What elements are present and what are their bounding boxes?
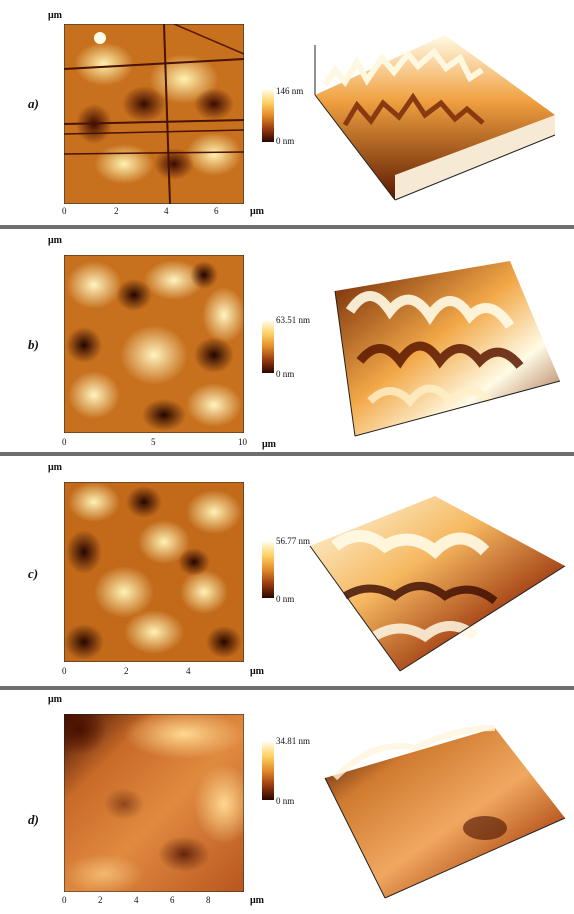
panel-c-colorbar	[262, 542, 274, 598]
panel-c-colorbar-min: 0 nm	[276, 594, 295, 604]
panel-c-colorbar-max: 56.77 nm	[276, 536, 311, 546]
panel-b-3d-surface-view	[334, 261, 561, 437]
panel-a-afm-height-map	[64, 24, 244, 204]
panel-d-3d-surface-view	[324, 725, 566, 899]
x-tick: 5	[151, 437, 156, 447]
panel-b-y-unit: μm	[48, 235, 62, 246]
panel-c-label: c)	[28, 566, 39, 581]
x-tick: 4	[164, 206, 169, 216]
panel-c-3d-surface-view	[309, 496, 566, 672]
panel-b: μm b) 0 5 10 μm 63.51 nm 0 nm	[0, 229, 574, 452]
panel-a-colorbar	[262, 90, 274, 142]
x-tick: 0	[62, 206, 67, 216]
panel-a-label: a)	[28, 96, 39, 111]
panel-separator	[0, 686, 574, 690]
panel-a-colorbar-min: 0 nm	[276, 136, 295, 146]
panel-b-x-unit: μm	[262, 439, 276, 450]
panel-b-colorbar-min: 0 nm	[276, 369, 295, 379]
x-tick: 2	[114, 206, 119, 216]
x-tick: 6	[170, 895, 175, 905]
panel-b-afm-height-map	[64, 255, 244, 433]
panel-b-colorbar-max: 63.51 nm	[276, 315, 311, 325]
x-tick: 0	[62, 895, 67, 905]
x-tick: 2	[124, 666, 129, 676]
panel-c-x-unit: μm	[250, 666, 264, 677]
panel-d-afm-height-map	[64, 714, 244, 892]
panel-d-colorbar-min: 0 nm	[276, 796, 295, 806]
panel-d: μm d) 0 2 4 6 8 μm 34.81 nm 0 nm	[0, 690, 574, 914]
panel-separator	[0, 225, 574, 229]
panel-d-y-unit: μm	[48, 694, 62, 705]
panel-b-colorbar	[262, 321, 274, 373]
x-tick: 6	[214, 206, 219, 216]
panel-a-3d-surface-view	[314, 35, 556, 201]
x-tick: 4	[134, 895, 139, 905]
panel-d-colorbar-max: 34.81 nm	[276, 736, 311, 746]
panel-a-y-unit: μm	[48, 10, 62, 21]
panel-b-label: b)	[28, 337, 39, 352]
panel-a: μm a) 0 2 4 6 μm 146 n	[0, 0, 574, 225]
panel-d-label: d)	[28, 812, 39, 827]
x-tick: 4	[186, 666, 191, 676]
x-tick: 10	[238, 437, 247, 447]
panel-a-colorbar-max: 146 nm	[276, 86, 304, 96]
x-tick: 0	[62, 437, 67, 447]
x-tick: 0	[62, 666, 67, 676]
panel-separator	[0, 452, 574, 456]
panel-c-y-unit: μm	[48, 462, 62, 473]
panel-d-colorbar	[262, 742, 274, 800]
panel-c-afm-height-map	[64, 482, 244, 662]
panel-a-x-unit: μm	[250, 206, 264, 217]
x-tick: 8	[206, 895, 211, 905]
x-tick: 2	[98, 895, 103, 905]
panel-c: μm c) 0 2 4 μm 56.77 nm 0 nm	[0, 456, 574, 686]
panel-d-x-unit: μm	[250, 895, 264, 906]
